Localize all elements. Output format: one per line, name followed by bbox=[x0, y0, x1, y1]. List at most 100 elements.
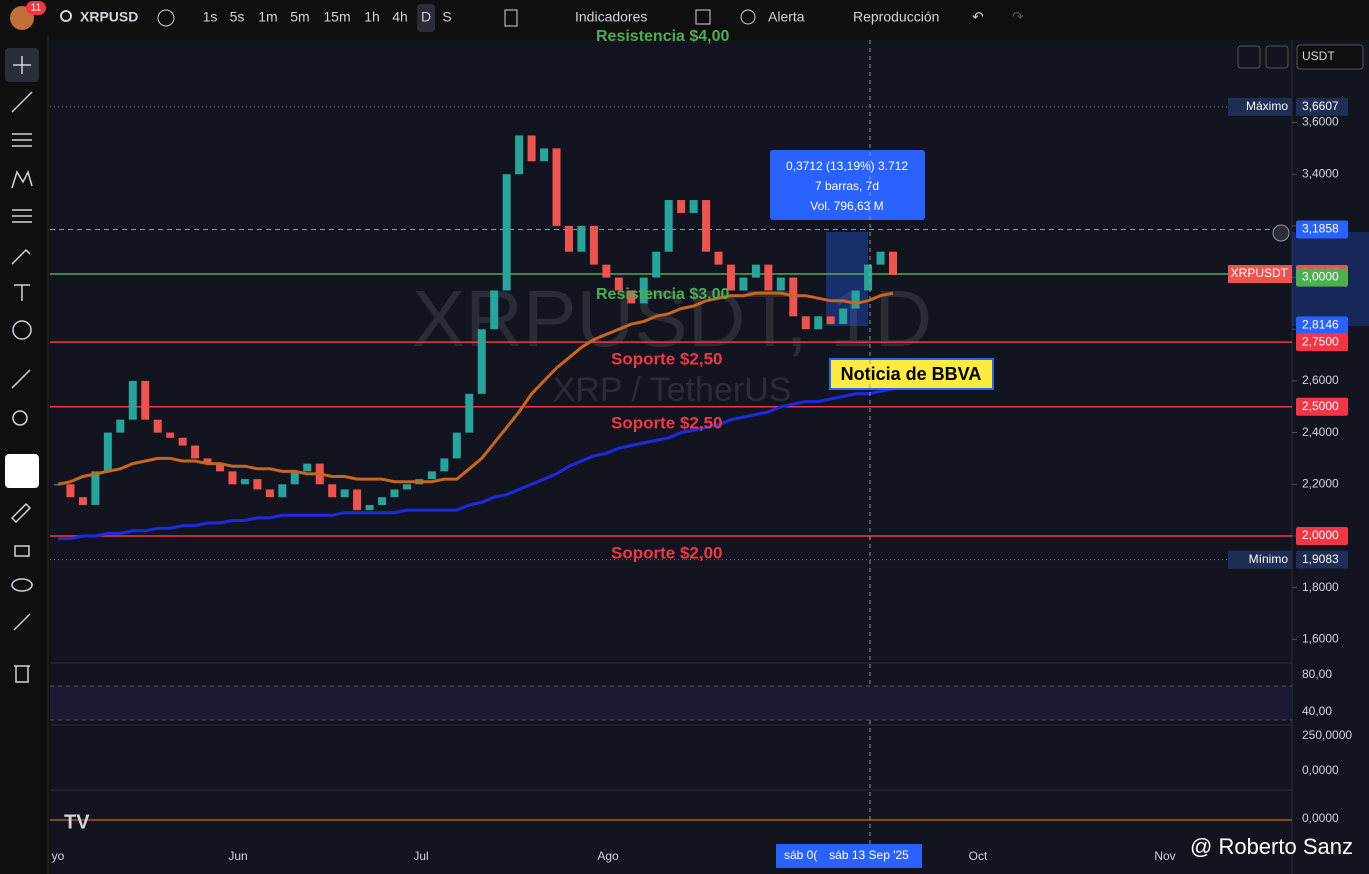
annotation: Soporte $2,50 bbox=[611, 413, 723, 432]
candle bbox=[278, 484, 287, 498]
candle bbox=[378, 497, 387, 505]
tool-fib[interactable] bbox=[12, 133, 32, 147]
candle bbox=[253, 479, 262, 490]
replay[interactable]: Reproducción bbox=[853, 9, 939, 25]
tool-ruler[interactable] bbox=[11, 369, 31, 389]
candle bbox=[203, 458, 212, 464]
candle bbox=[452, 432, 461, 459]
interval[interactable]: 1s bbox=[203, 9, 218, 25]
interval[interactable]: 15m bbox=[323, 9, 350, 25]
tool-magnet[interactable] bbox=[5, 454, 39, 488]
rsi-label: 40,00 bbox=[1302, 704, 1332, 718]
price-tag bbox=[1296, 526, 1348, 545]
tool-eye[interactable] bbox=[11, 578, 33, 592]
tool-icons bbox=[5, 56, 39, 683]
interval[interactable]: S bbox=[442, 9, 451, 25]
search-icon[interactable] bbox=[60, 10, 72, 22]
candle bbox=[166, 432, 175, 438]
chart-area bbox=[50, 40, 1369, 874]
active-interval bbox=[417, 4, 435, 32]
interval[interactable]: 4h bbox=[392, 9, 408, 25]
candle bbox=[54, 484, 62, 486]
scale-button[interactable] bbox=[1237, 45, 1261, 69]
tool-text[interactable] bbox=[14, 284, 30, 301]
candle bbox=[216, 463, 225, 472]
y-tick-label: 2,4000 bbox=[1302, 425, 1339, 439]
alert-icon[interactable] bbox=[740, 9, 756, 25]
candle bbox=[552, 148, 561, 226]
interval[interactable]: 5s bbox=[230, 9, 245, 25]
candle bbox=[465, 393, 474, 433]
x-tick-label: Oct bbox=[969, 849, 988, 863]
measure-line: 7 barras, 7d bbox=[815, 179, 879, 193]
candle bbox=[639, 277, 648, 304]
candle bbox=[540, 148, 549, 162]
crosshair-plus[interactable] bbox=[1272, 224, 1290, 242]
tool-pattern[interactable] bbox=[11, 169, 33, 189]
indicators[interactable]: Indicadores bbox=[575, 9, 647, 25]
price-note: Mínimo bbox=[1249, 552, 1289, 566]
price-tag-label: 2,0000 bbox=[1302, 528, 1339, 542]
candle bbox=[751, 264, 760, 278]
candle bbox=[103, 432, 112, 472]
price-tag bbox=[1296, 316, 1348, 335]
x-tick-label: yo bbox=[52, 849, 65, 863]
interval[interactable]: 1h bbox=[364, 9, 380, 25]
price-tag-label: 3,6607 bbox=[1302, 99, 1339, 113]
price-tag-label: 2,8146 bbox=[1302, 318, 1339, 332]
tool-projection[interactable] bbox=[12, 209, 32, 223]
price-tag-label: 3,0000 bbox=[1302, 270, 1339, 284]
tool-trash[interactable] bbox=[14, 665, 30, 683]
tool-cross[interactable] bbox=[13, 56, 31, 74]
tv-logo[interactable]: TV bbox=[64, 811, 90, 833]
price-note: XRPUSDT bbox=[1231, 266, 1289, 280]
candle bbox=[564, 225, 573, 252]
candle bbox=[739, 277, 748, 291]
measure-line: 0,3712 (13,19%) 3.712 bbox=[786, 159, 908, 173]
scale-button[interactable] bbox=[1265, 45, 1289, 69]
candle bbox=[265, 489, 274, 498]
alert[interactable]: Alerta bbox=[768, 9, 805, 25]
measure-tooltip bbox=[770, 150, 925, 220]
candle bbox=[340, 489, 349, 498]
tool-link[interactable] bbox=[13, 613, 31, 631]
tool-emoji[interactable] bbox=[12, 320, 32, 340]
tool-brush[interactable] bbox=[11, 248, 31, 265]
candle bbox=[178, 437, 187, 446]
redo[interactable]: ↷ bbox=[1012, 9, 1024, 25]
price-tag-label: 2,7500 bbox=[1302, 334, 1339, 348]
candle bbox=[801, 316, 810, 330]
add-symbol[interactable] bbox=[157, 9, 175, 27]
price-note-box bbox=[1228, 97, 1292, 116]
x-tick-label: Ago bbox=[597, 849, 619, 863]
y-tick-label: 3,6000 bbox=[1302, 115, 1339, 129]
symbol[interactable]: XRPUSD bbox=[80, 9, 138, 25]
currency-select[interactable] bbox=[1296, 44, 1364, 70]
candle bbox=[826, 316, 835, 325]
candle bbox=[228, 471, 237, 485]
candle bbox=[814, 316, 823, 330]
badge-count: 11 bbox=[31, 3, 42, 14]
candle bbox=[589, 225, 598, 265]
price-tag bbox=[1296, 220, 1348, 239]
interval[interactable]: 5m bbox=[290, 9, 309, 25]
price-tag bbox=[1296, 333, 1348, 352]
currency[interactable]: USDT bbox=[1302, 49, 1335, 63]
tool-lock[interactable] bbox=[14, 545, 30, 557]
annotation: Resistencia $4,00 bbox=[596, 28, 730, 45]
tool-line[interactable] bbox=[11, 91, 33, 113]
interval[interactable]: D bbox=[421, 9, 431, 25]
price-note: Máximo bbox=[1246, 99, 1288, 113]
candle bbox=[689, 200, 698, 213]
candle bbox=[577, 225, 586, 252]
interval[interactable]: 1m bbox=[258, 9, 277, 25]
undo[interactable]: ↶ bbox=[972, 9, 984, 25]
rsi-band bbox=[50, 686, 1292, 720]
candle bbox=[864, 264, 873, 291]
badge bbox=[26, 1, 46, 15]
tool-zoom[interactable] bbox=[12, 410, 28, 426]
layouts[interactable] bbox=[695, 9, 711, 25]
chart-type[interactable] bbox=[504, 9, 518, 27]
tool-lock-draw[interactable] bbox=[10, 502, 32, 524]
